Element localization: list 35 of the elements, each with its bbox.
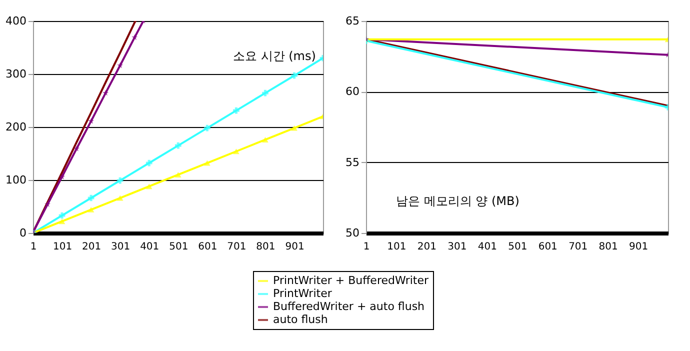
annotation: 남은 메모리의 양 (MB) [396, 194, 520, 208]
y-tick-label: 100 [6, 174, 26, 186]
y-tick-label: 50 [346, 226, 360, 240]
annotation: 소요 시간 (ms) [233, 49, 316, 63]
y-tick-label: 60 [346, 85, 360, 98]
x-tick-label: 101 [387, 242, 406, 252]
x-tick-label: 601 [538, 242, 558, 252]
x-tick-label: 101 [52, 242, 72, 252]
x-tick-label: 701 [227, 242, 246, 252]
x-tick-label: 301 [111, 242, 130, 252]
y-tick-label: 300 [6, 68, 26, 80]
x-tick-label: 901 [629, 242, 648, 252]
legend-label: PrintWriter + BufferedWriter [273, 274, 430, 287]
x-tick-label: 401 [478, 242, 497, 252]
y-tick-label: 55 [346, 156, 360, 169]
x-tick-label: 401 [140, 242, 160, 252]
legend-label: auto flush [273, 313, 328, 326]
x-tick-label: 801 [256, 242, 276, 252]
x-tick-label: 501 [508, 242, 528, 252]
x-tick-label: 301 [448, 242, 467, 252]
y-tick-label: 0 [20, 226, 26, 240]
x-tick-label: 901 [285, 242, 304, 252]
x-tick-label: 801 [598, 242, 618, 252]
x-tick-label: 1 [30, 242, 37, 252]
x-tick-label: 201 [82, 242, 102, 252]
legend-label: BufferedWriter + auto flush [273, 300, 425, 313]
y-tick-label: 200 [6, 120, 26, 134]
y-tick-label: 65 [346, 14, 360, 28]
y-tick-label: 400 [6, 14, 26, 28]
x-tick-label: 701 [568, 242, 588, 252]
x-tick-label: 1 [363, 242, 370, 252]
legend-label: PrintWriter [273, 287, 332, 300]
x-tick-label: 601 [198, 242, 218, 252]
x-tick-label: 501 [169, 242, 188, 252]
x-tick-label: 201 [417, 242, 437, 252]
